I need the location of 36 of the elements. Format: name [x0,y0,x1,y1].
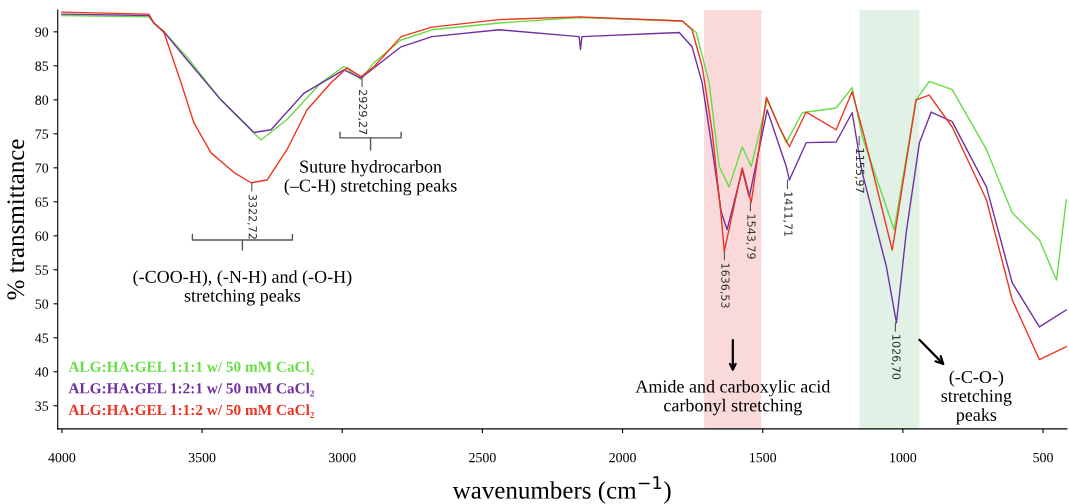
y-tick-label: 70 [35,163,49,173]
y-tick-label: 55 [35,265,49,275]
annotation: 1026,70 [891,335,901,380]
text: ALG:HA:GEL 1:2:1 w/ 50 mM CaCl₂ [68,382,315,397]
x-tick-label: 2500 [469,452,496,463]
y-tick-label: 80 [35,95,49,105]
annotation: 1155,97 [854,148,865,193]
y-tick-label: 75 [35,129,49,139]
x-tick-label: 500 [1033,452,1053,463]
y-tick-label: 45 [35,333,49,343]
y-tick-label: 85 [35,61,49,71]
annotation: (-C-O-) stretching peaks [941,370,1012,425]
text: ALG:HA:GEL 1:1:2 w/ 50 mM CaCl₂ [68,404,315,419]
x-axis-title: wavenumbers (cm$^{−1}$) [452,476,671,504]
x-tick-label: 3000 [329,452,356,463]
y-tick-label: 50 [35,299,49,309]
y-axis-title: % transmittance [7,139,25,300]
y-tick-label: 35 [35,401,49,411]
y-tick-label: 65 [35,197,49,207]
x-tick-label: 1500 [750,452,777,463]
y-tick-label: 60 [35,231,49,241]
x-tick-label: 1000 [890,452,917,463]
annotation: (-COO-H), (-N-H) and (-O-H) stretching peaks [133,270,352,306]
annotation: Suture hydrocarbon (–C-H) stretching peaks [284,160,457,196]
text: ALG:HA:GEL 1:1:1 w/ 50 mM CaCl₂ [68,361,315,375]
x-tick-label: 3500 [188,452,216,463]
annotation: 1411,71 [783,192,793,237]
y-tick-label: 90 [35,27,49,37]
annotation: 1543,79 [746,214,756,259]
annotation: 1636,53 [720,263,730,308]
x-tick-label: 4000 [48,452,76,463]
annotation: 2929,27 [357,90,368,135]
x-tick-label: 2000 [609,452,636,463]
annotation: Amide and carboxylic acid carbonyl stretching [635,379,831,416]
y-tick-label: 40 [35,367,49,377]
annotation: 3322,72 [247,194,257,239]
